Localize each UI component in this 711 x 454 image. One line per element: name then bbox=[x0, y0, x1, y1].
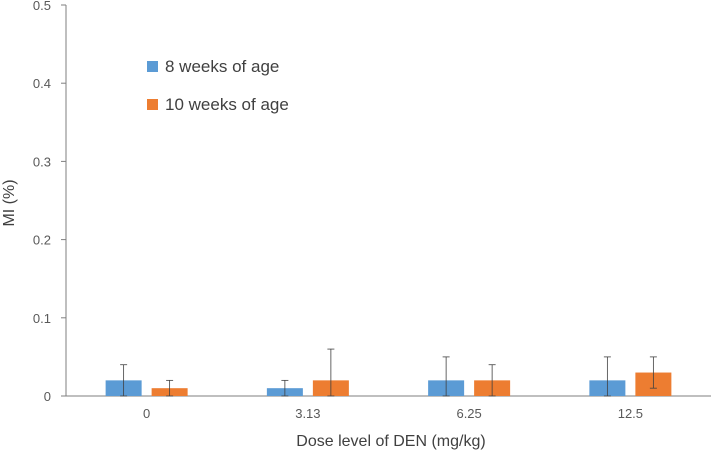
legend-label: 10 weeks of age bbox=[165, 95, 289, 114]
y-axis-label: MI (%) bbox=[1, 179, 18, 226]
y-tick-label: 0.1 bbox=[33, 311, 51, 326]
bars bbox=[105, 372, 672, 396]
legend-swatch bbox=[147, 61, 158, 72]
legend-swatch bbox=[147, 99, 158, 110]
y-tick-label: 0.2 bbox=[33, 233, 51, 248]
y-tick-label: 0.4 bbox=[33, 76, 51, 91]
x-tick-label: 3.13 bbox=[295, 406, 320, 421]
y-tick-label: 0.3 bbox=[33, 154, 51, 169]
x-tick-label: 0 bbox=[143, 406, 150, 421]
y-tick-label: 0 bbox=[44, 389, 51, 404]
axes bbox=[65, 5, 711, 397]
x-tick-label: 12.5 bbox=[618, 406, 643, 421]
error-bars bbox=[120, 348, 657, 397]
x-axis-label: Dose level of DEN (mg/kg) bbox=[296, 433, 485, 450]
y-ticks: 0 0.1 0.2 0.3 0.4 0.5 bbox=[33, 0, 66, 404]
x-tick-label: 6.25 bbox=[456, 406, 481, 421]
y-tick-label: 0.5 bbox=[33, 0, 51, 13]
legend: 8 weeks of age 10 weeks of age bbox=[147, 57, 289, 114]
legend-label: 8 weeks of age bbox=[165, 57, 279, 76]
x-ticks: 0 3.13 6.25 12.5 bbox=[143, 406, 643, 421]
